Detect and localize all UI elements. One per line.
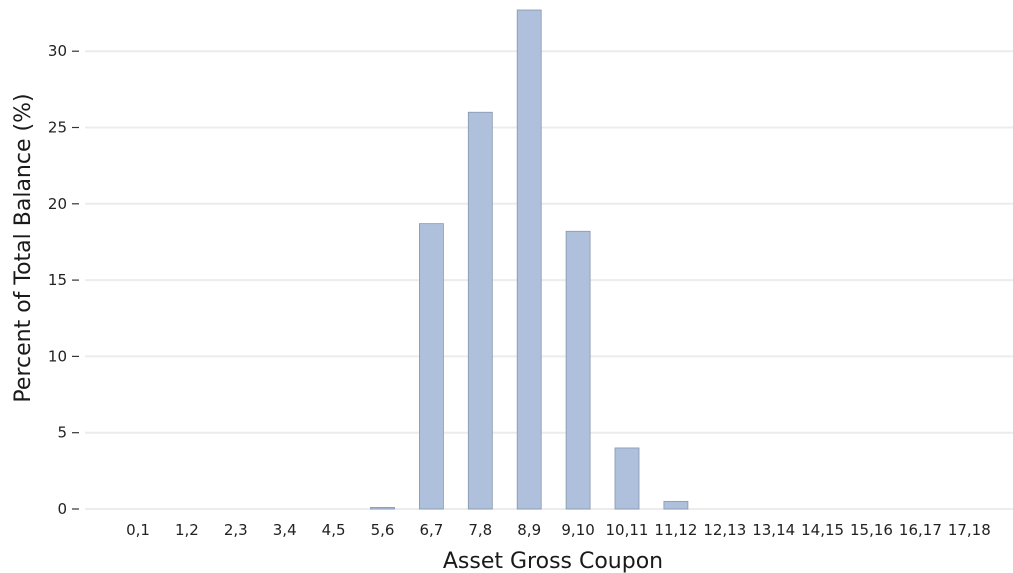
- bar-6-7: [418, 223, 444, 510]
- x-tick-label: 6,7: [419, 521, 443, 539]
- x-tick-label: 7,8: [468, 521, 492, 539]
- y-tick-label: 5: [57, 424, 67, 442]
- y-axis-title: Percent of Total Balance (%): [11, 93, 36, 402]
- x-tick-label: 9,10: [561, 521, 594, 539]
- x-tick-label: 5,6: [371, 521, 395, 539]
- x-tick-label: 14,15: [801, 521, 844, 539]
- x-axis-title: Asset Gross Coupon: [443, 549, 663, 573]
- y-ticks: 0 5 10 15 20 25 30: [48, 42, 79, 518]
- x-tick-label: 11,12: [654, 521, 697, 539]
- bar-7-8: [467, 111, 493, 510]
- x-tick-label: 15,16: [850, 521, 893, 539]
- x-ticks: 0,1 1,2 2,3 3,4 4,5 5,6 6,7 7,8 8,9 9,10 10,11 11,1…: [126, 521, 991, 539]
- bar-9-10: [565, 230, 591, 510]
- y-tick-label: 25: [48, 119, 67, 137]
- x-tick-label: 10,11: [606, 521, 649, 539]
- x-tick-label: 4,5: [322, 521, 346, 539]
- gridlines: [85, 50, 1013, 510]
- x-tick-label: 3,4: [273, 521, 297, 539]
- y-tick-label: 10: [48, 347, 67, 365]
- y-tick-label: 30: [48, 42, 67, 60]
- bar-10-11: [614, 447, 640, 510]
- bar-11-12: [663, 500, 689, 510]
- y-tick-label: 20: [48, 195, 67, 213]
- x-tick-label: 1,2: [175, 521, 199, 539]
- x-tick-label: 0,1: [126, 521, 150, 539]
- x-tick-label: 16,17: [899, 521, 942, 539]
- bar-5-6: [370, 507, 395, 510]
- x-tick-label: 17,18: [948, 521, 991, 539]
- x-tick-label: 13,14: [752, 521, 795, 539]
- bars: [370, 9, 689, 510]
- bar-8-9: [516, 9, 542, 510]
- x-tick-label: 2,3: [224, 521, 248, 539]
- y-tick-label: 0: [57, 500, 67, 518]
- x-tick-label: 12,13: [703, 521, 746, 539]
- y-tick-label: 15: [48, 271, 67, 289]
- x-tick-label: 8,9: [517, 521, 541, 539]
